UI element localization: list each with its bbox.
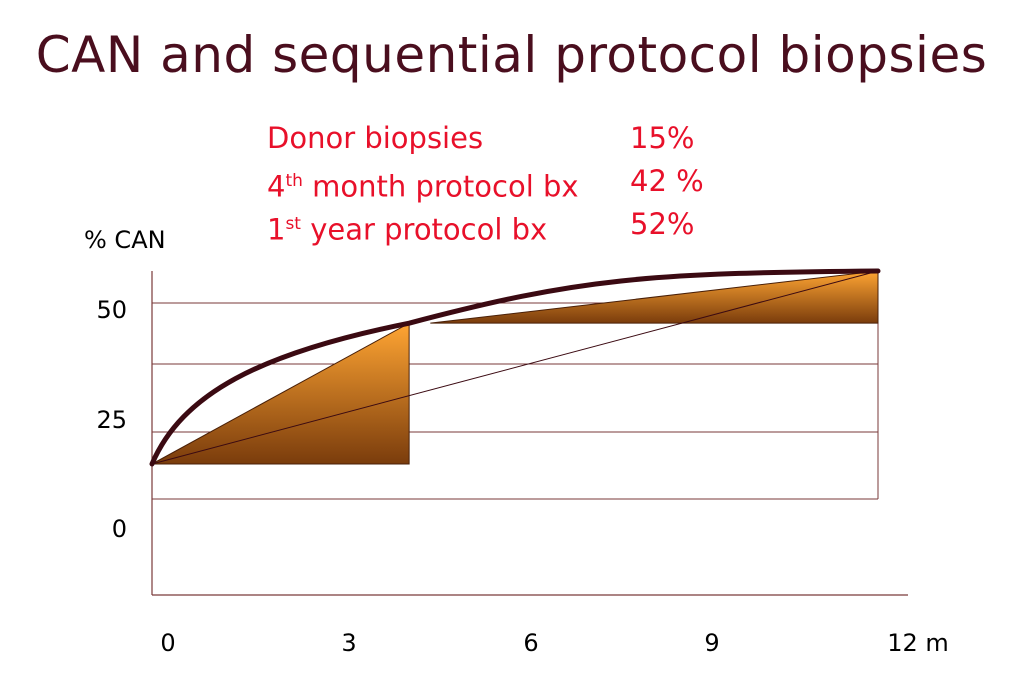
x-tick-label: 9 — [704, 629, 719, 657]
x-tick-label: 6 — [523, 629, 538, 657]
legend-label-rest: month protocol bx — [302, 169, 579, 204]
can-curve — [149, 268, 881, 467]
x-tick-label: 3 — [341, 629, 356, 657]
slide-title: CAN and sequential protocol biopsies — [35, 26, 988, 84]
x-tick-label: 12 m — [887, 629, 949, 657]
area-segment-4th-month-to-1st-year — [430, 270, 879, 324]
y-axis-label: % CAN — [84, 226, 166, 254]
y-tick-label: 50 — [96, 296, 127, 324]
legend-value: 15% — [630, 121, 695, 155]
legend-superscript: th — [285, 171, 303, 191]
legend-label-rest: year protocol bx — [300, 212, 548, 247]
legend-label: 1 — [267, 212, 286, 247]
y-tick-label: 25 — [96, 406, 127, 434]
legend-label: 4 — [267, 169, 286, 204]
legend-value: 52% — [630, 207, 695, 241]
y-tick-label: 0 — [112, 515, 127, 543]
legend-label: Donor biopsies — [267, 121, 484, 155]
x-tick-label: 0 — [160, 629, 175, 657]
legend-value: 42 % — [630, 164, 704, 198]
trend-line — [151, 270, 879, 465]
legend-superscript: st — [285, 214, 301, 234]
area-segment-donor-to-4th-month — [151, 322, 410, 465]
